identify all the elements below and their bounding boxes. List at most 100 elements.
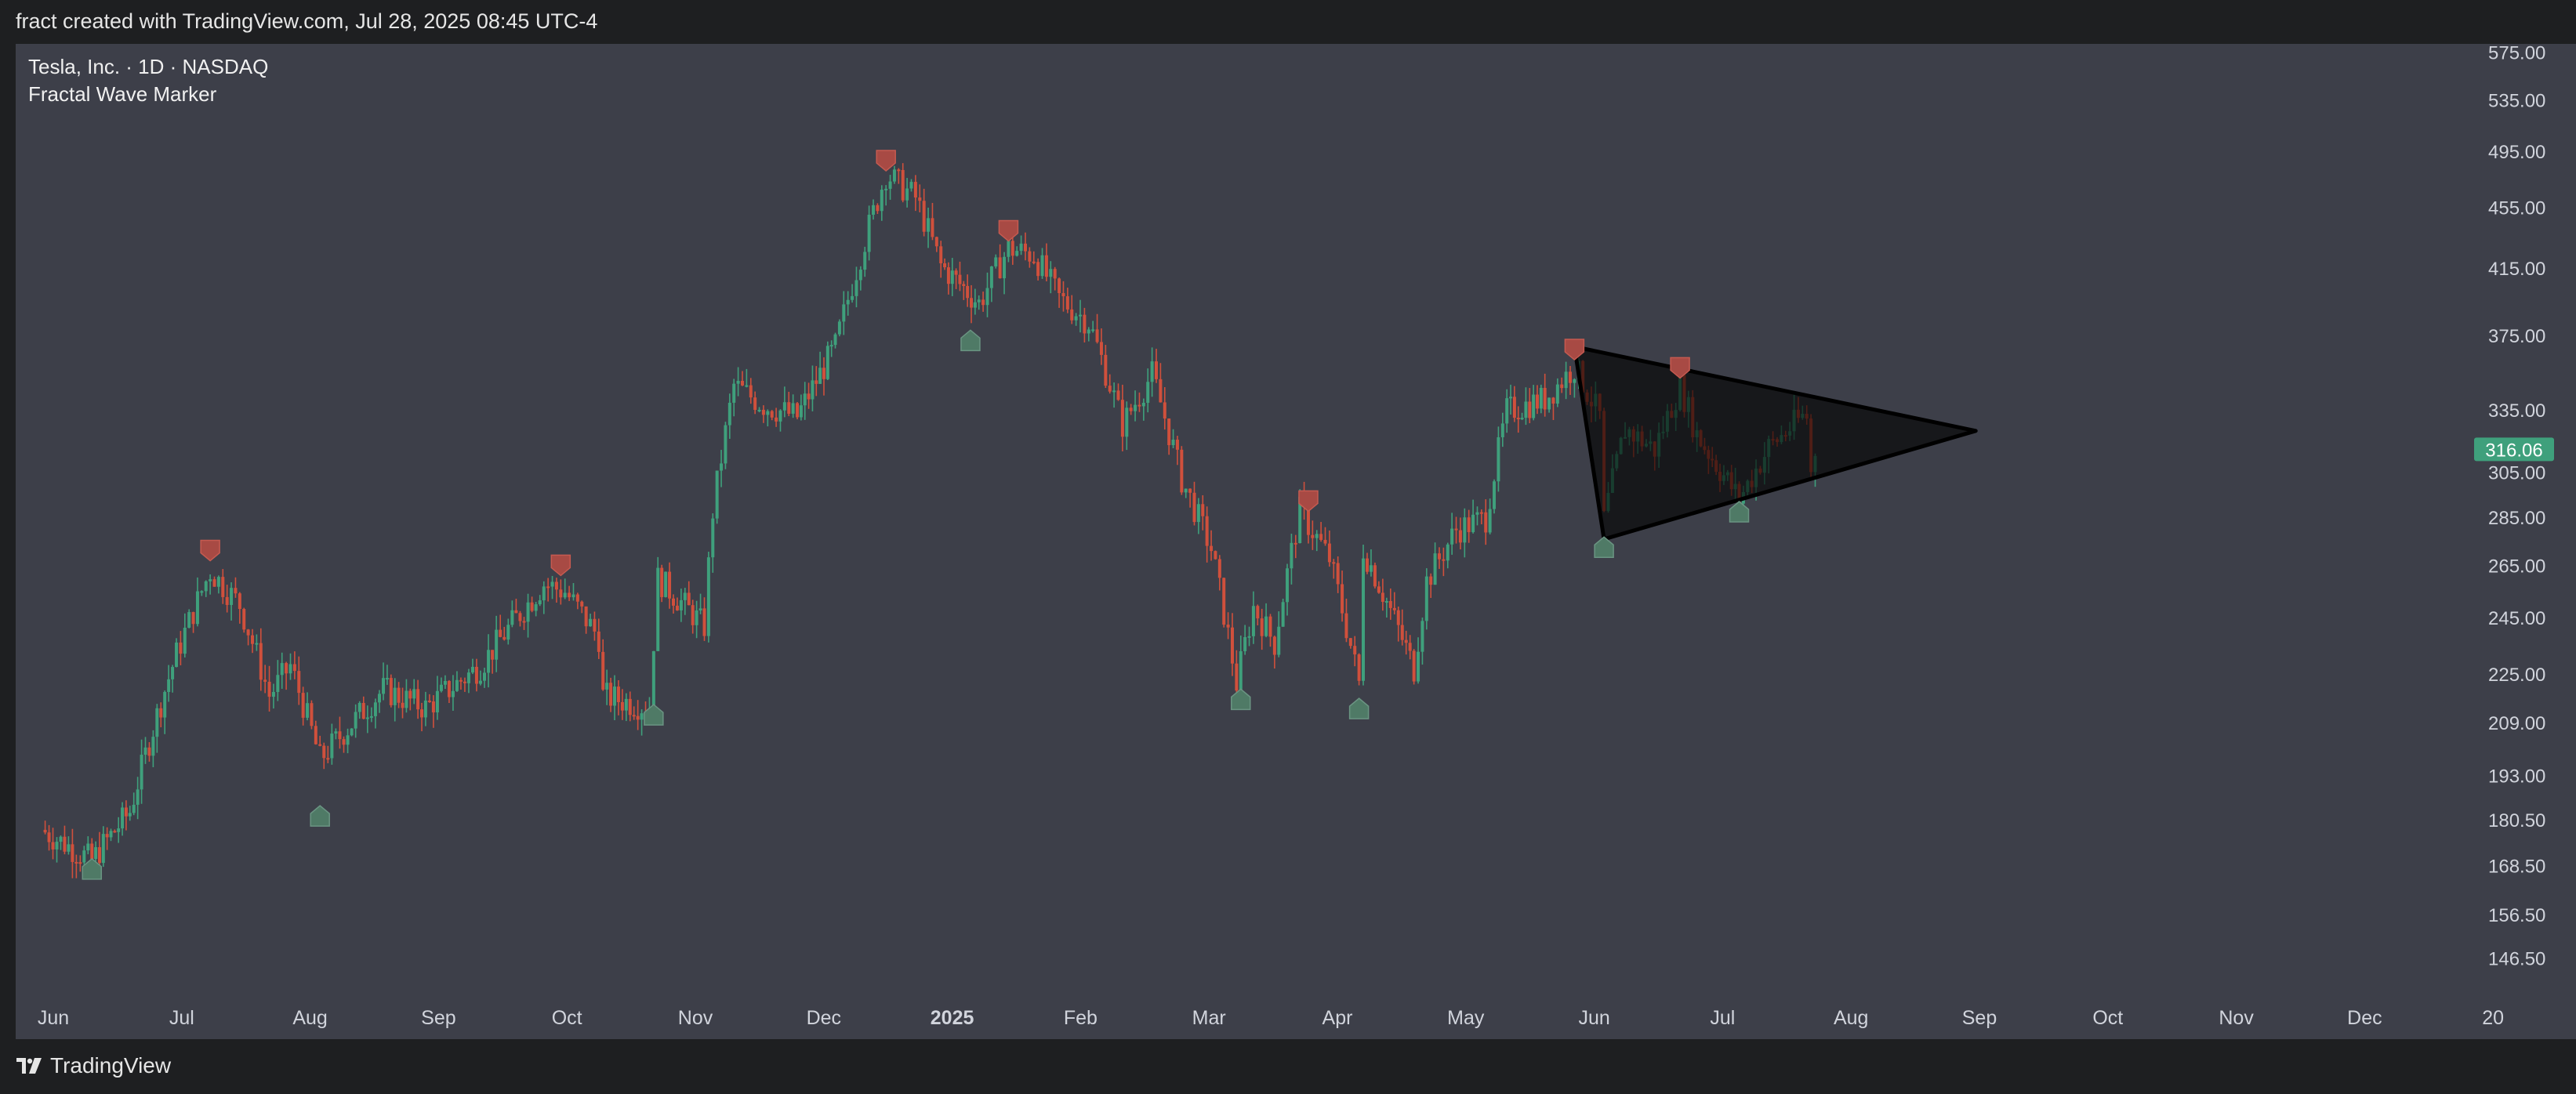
candle-body bbox=[318, 744, 322, 746]
fractal-bottom-marker[interactable] bbox=[310, 805, 330, 827]
candle-body bbox=[807, 393, 811, 400]
candle-body bbox=[609, 683, 613, 706]
candle-body bbox=[829, 345, 833, 347]
candle-body bbox=[913, 182, 917, 197]
candle-body bbox=[989, 266, 993, 288]
price-axis[interactable] bbox=[2471, 44, 2576, 995]
candle-body bbox=[1564, 371, 1568, 389]
candle-body bbox=[1332, 562, 1336, 564]
candle-body bbox=[973, 302, 977, 308]
price-tick-label: 375.00 bbox=[2488, 326, 2545, 347]
candle-body bbox=[1505, 398, 1509, 424]
candle-body bbox=[1463, 517, 1467, 543]
candle-body bbox=[753, 397, 757, 410]
candle-body bbox=[478, 680, 482, 684]
candle-body bbox=[216, 577, 220, 587]
candle-body bbox=[1217, 559, 1221, 578]
candle-body bbox=[1509, 397, 1513, 399]
candle-body bbox=[63, 836, 67, 852]
candle-body bbox=[463, 681, 466, 683]
chart-panel[interactable] bbox=[16, 44, 2471, 995]
time-axis[interactable] bbox=[16, 995, 2471, 1039]
candle-body bbox=[922, 201, 926, 232]
candle-body bbox=[1467, 517, 1471, 533]
triangle-pattern[interactable] bbox=[1572, 344, 1978, 542]
candle-body bbox=[1488, 509, 1492, 533]
candle-body bbox=[1458, 530, 1462, 543]
candle-body bbox=[1243, 637, 1247, 651]
candle-body bbox=[94, 847, 98, 860]
time-tick-label: Feb bbox=[1064, 1007, 1098, 1029]
indicator-label[interactable]: Fractal Wave Marker bbox=[28, 82, 217, 106]
candle-body bbox=[1272, 636, 1276, 655]
candle-body bbox=[1226, 625, 1230, 628]
candle-body bbox=[1256, 606, 1260, 619]
candle-body bbox=[1260, 618, 1264, 636]
price-tick-label: 495.00 bbox=[2488, 142, 2545, 163]
candle-body bbox=[1535, 394, 1539, 409]
candle-body bbox=[668, 571, 672, 599]
fractal-top-marker[interactable] bbox=[550, 554, 571, 577]
candle-body bbox=[1210, 545, 1214, 552]
candle-body bbox=[1120, 400, 1124, 437]
candle-body bbox=[423, 700, 427, 718]
fractal-bottom-marker[interactable] bbox=[82, 857, 103, 880]
candle-body bbox=[811, 380, 815, 400]
candle-body bbox=[1222, 578, 1226, 625]
candle-body bbox=[43, 829, 47, 833]
time-axis-labels: Jun Jul Aug Sep Oct Nov Dec 2025 Feb Mar Apr May Jun… bbox=[38, 1007, 2504, 1029]
candle-body bbox=[1163, 402, 1166, 419]
candle-body bbox=[640, 713, 644, 720]
candle-body bbox=[412, 689, 416, 699]
candle-body bbox=[47, 832, 51, 842]
tradingview-brand[interactable]: TradingView bbox=[16, 1053, 171, 1078]
candle-body bbox=[526, 602, 530, 622]
candle-body bbox=[350, 728, 354, 736]
fractal-bottom-marker[interactable] bbox=[1594, 536, 1614, 558]
candle-body bbox=[451, 690, 455, 697]
fractal-top-marker[interactable] bbox=[1564, 339, 1585, 361]
candle-body bbox=[238, 593, 241, 610]
candle-body bbox=[1108, 386, 1112, 392]
fractal-top-marker[interactable] bbox=[200, 539, 220, 562]
candle-body bbox=[624, 698, 628, 711]
candle-body bbox=[1281, 602, 1285, 627]
candle-body bbox=[554, 581, 558, 590]
candle-body bbox=[1373, 565, 1377, 587]
price-tick-label: 146.50 bbox=[2488, 949, 2545, 970]
candle-body bbox=[867, 215, 871, 252]
time-tick-label: Sep bbox=[421, 1007, 455, 1029]
candle-body bbox=[191, 612, 195, 625]
candle-body bbox=[255, 643, 259, 645]
fractal-top-marker[interactable] bbox=[1670, 357, 1690, 379]
candle-body bbox=[1341, 584, 1344, 614]
candle-body bbox=[1192, 492, 1196, 523]
candle-body bbox=[872, 205, 876, 216]
fractal-top-marker[interactable] bbox=[1298, 490, 1319, 513]
candle-body bbox=[82, 850, 86, 863]
fractal-top-marker[interactable] bbox=[876, 150, 896, 172]
symbol-info[interactable]: Tesla, Inc. · 1D · NASDAQ bbox=[28, 55, 269, 78]
candle-body bbox=[994, 257, 998, 267]
fractal-bottom-marker[interactable] bbox=[1348, 697, 1370, 719]
candle-body bbox=[1155, 361, 1159, 379]
candle-body bbox=[656, 567, 660, 651]
candle-body bbox=[427, 700, 431, 702]
fractal-bottom-marker[interactable] bbox=[960, 329, 981, 352]
candle-body bbox=[550, 581, 554, 587]
candle-body bbox=[1484, 512, 1488, 533]
candle-body bbox=[86, 843, 90, 851]
candle-body bbox=[876, 205, 880, 212]
candle-body bbox=[1437, 553, 1441, 560]
fractal-bottom-marker[interactable] bbox=[1729, 501, 1750, 523]
fractal-bottom-marker[interactable] bbox=[644, 704, 664, 726]
footer-bar: TradingView bbox=[0, 1039, 2576, 1094]
candle-body bbox=[985, 288, 989, 306]
fractal-bottom-marker[interactable] bbox=[1231, 688, 1251, 711]
price-tick-label: 535.00 bbox=[2488, 90, 2545, 111]
candle-body bbox=[559, 589, 563, 598]
candle-body bbox=[447, 680, 451, 697]
candle-body bbox=[1159, 379, 1163, 403]
candle-body bbox=[1137, 404, 1141, 407]
fractal-top-marker[interactable] bbox=[998, 219, 1019, 242]
